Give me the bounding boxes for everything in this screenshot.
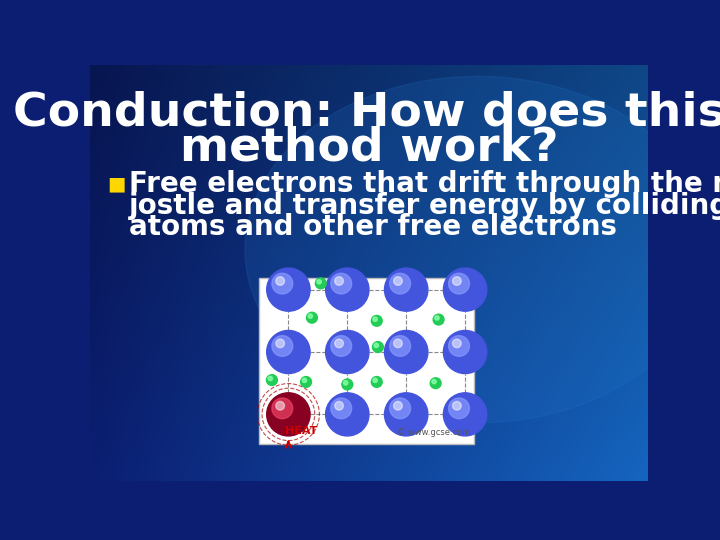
Circle shape: [372, 376, 382, 387]
Circle shape: [266, 375, 277, 386]
Text: atoms and other free electrons: atoms and other free electrons: [129, 213, 617, 241]
Circle shape: [308, 314, 312, 318]
Circle shape: [384, 393, 428, 436]
Circle shape: [452, 339, 462, 348]
Circle shape: [268, 376, 272, 381]
Circle shape: [435, 316, 439, 320]
Circle shape: [335, 276, 343, 285]
Circle shape: [272, 398, 293, 419]
Circle shape: [325, 393, 369, 436]
Circle shape: [433, 314, 444, 325]
Circle shape: [374, 343, 379, 348]
Circle shape: [390, 336, 410, 356]
Circle shape: [444, 393, 487, 436]
Text: © www.gcse.com: © www.gcse.com: [397, 428, 471, 437]
Circle shape: [272, 273, 293, 294]
Circle shape: [449, 398, 469, 419]
Circle shape: [266, 330, 310, 374]
Circle shape: [276, 339, 284, 348]
Circle shape: [276, 276, 284, 285]
Circle shape: [372, 315, 382, 326]
Circle shape: [444, 330, 487, 374]
Circle shape: [325, 330, 369, 374]
Text: HEAT: HEAT: [284, 426, 317, 436]
Circle shape: [444, 268, 487, 311]
Circle shape: [266, 268, 310, 311]
Circle shape: [390, 273, 410, 294]
Text: jostle and transfer energy by colliding with: jostle and transfer energy by colliding …: [129, 192, 720, 220]
Circle shape: [335, 339, 343, 348]
Circle shape: [301, 376, 312, 387]
Circle shape: [372, 342, 383, 353]
Circle shape: [335, 401, 343, 410]
Circle shape: [431, 378, 441, 389]
Circle shape: [394, 401, 402, 410]
Circle shape: [384, 268, 428, 311]
Text: Conduction: How does this: Conduction: How does this: [12, 90, 720, 135]
Text: Free electrons that drift through the metal: Free electrons that drift through the me…: [129, 170, 720, 198]
Circle shape: [452, 276, 462, 285]
Circle shape: [302, 378, 307, 382]
Text: method work?: method work?: [180, 125, 558, 171]
Circle shape: [307, 312, 318, 323]
Ellipse shape: [245, 76, 710, 423]
Circle shape: [394, 276, 402, 285]
Circle shape: [394, 339, 402, 348]
FancyBboxPatch shape: [259, 278, 474, 444]
Text: ■: ■: [107, 174, 125, 194]
Circle shape: [315, 278, 326, 289]
Circle shape: [373, 317, 377, 321]
Circle shape: [432, 380, 436, 384]
Circle shape: [330, 336, 351, 356]
Circle shape: [449, 273, 469, 294]
Circle shape: [325, 268, 369, 311]
Circle shape: [384, 330, 428, 374]
Circle shape: [343, 381, 348, 385]
Circle shape: [452, 401, 462, 410]
Circle shape: [330, 273, 351, 294]
Circle shape: [373, 378, 377, 382]
Circle shape: [276, 401, 284, 410]
Circle shape: [330, 398, 351, 419]
Circle shape: [342, 379, 353, 390]
Circle shape: [449, 336, 469, 356]
Circle shape: [317, 280, 321, 284]
Circle shape: [272, 336, 293, 356]
Circle shape: [266, 393, 310, 436]
Circle shape: [390, 398, 410, 419]
